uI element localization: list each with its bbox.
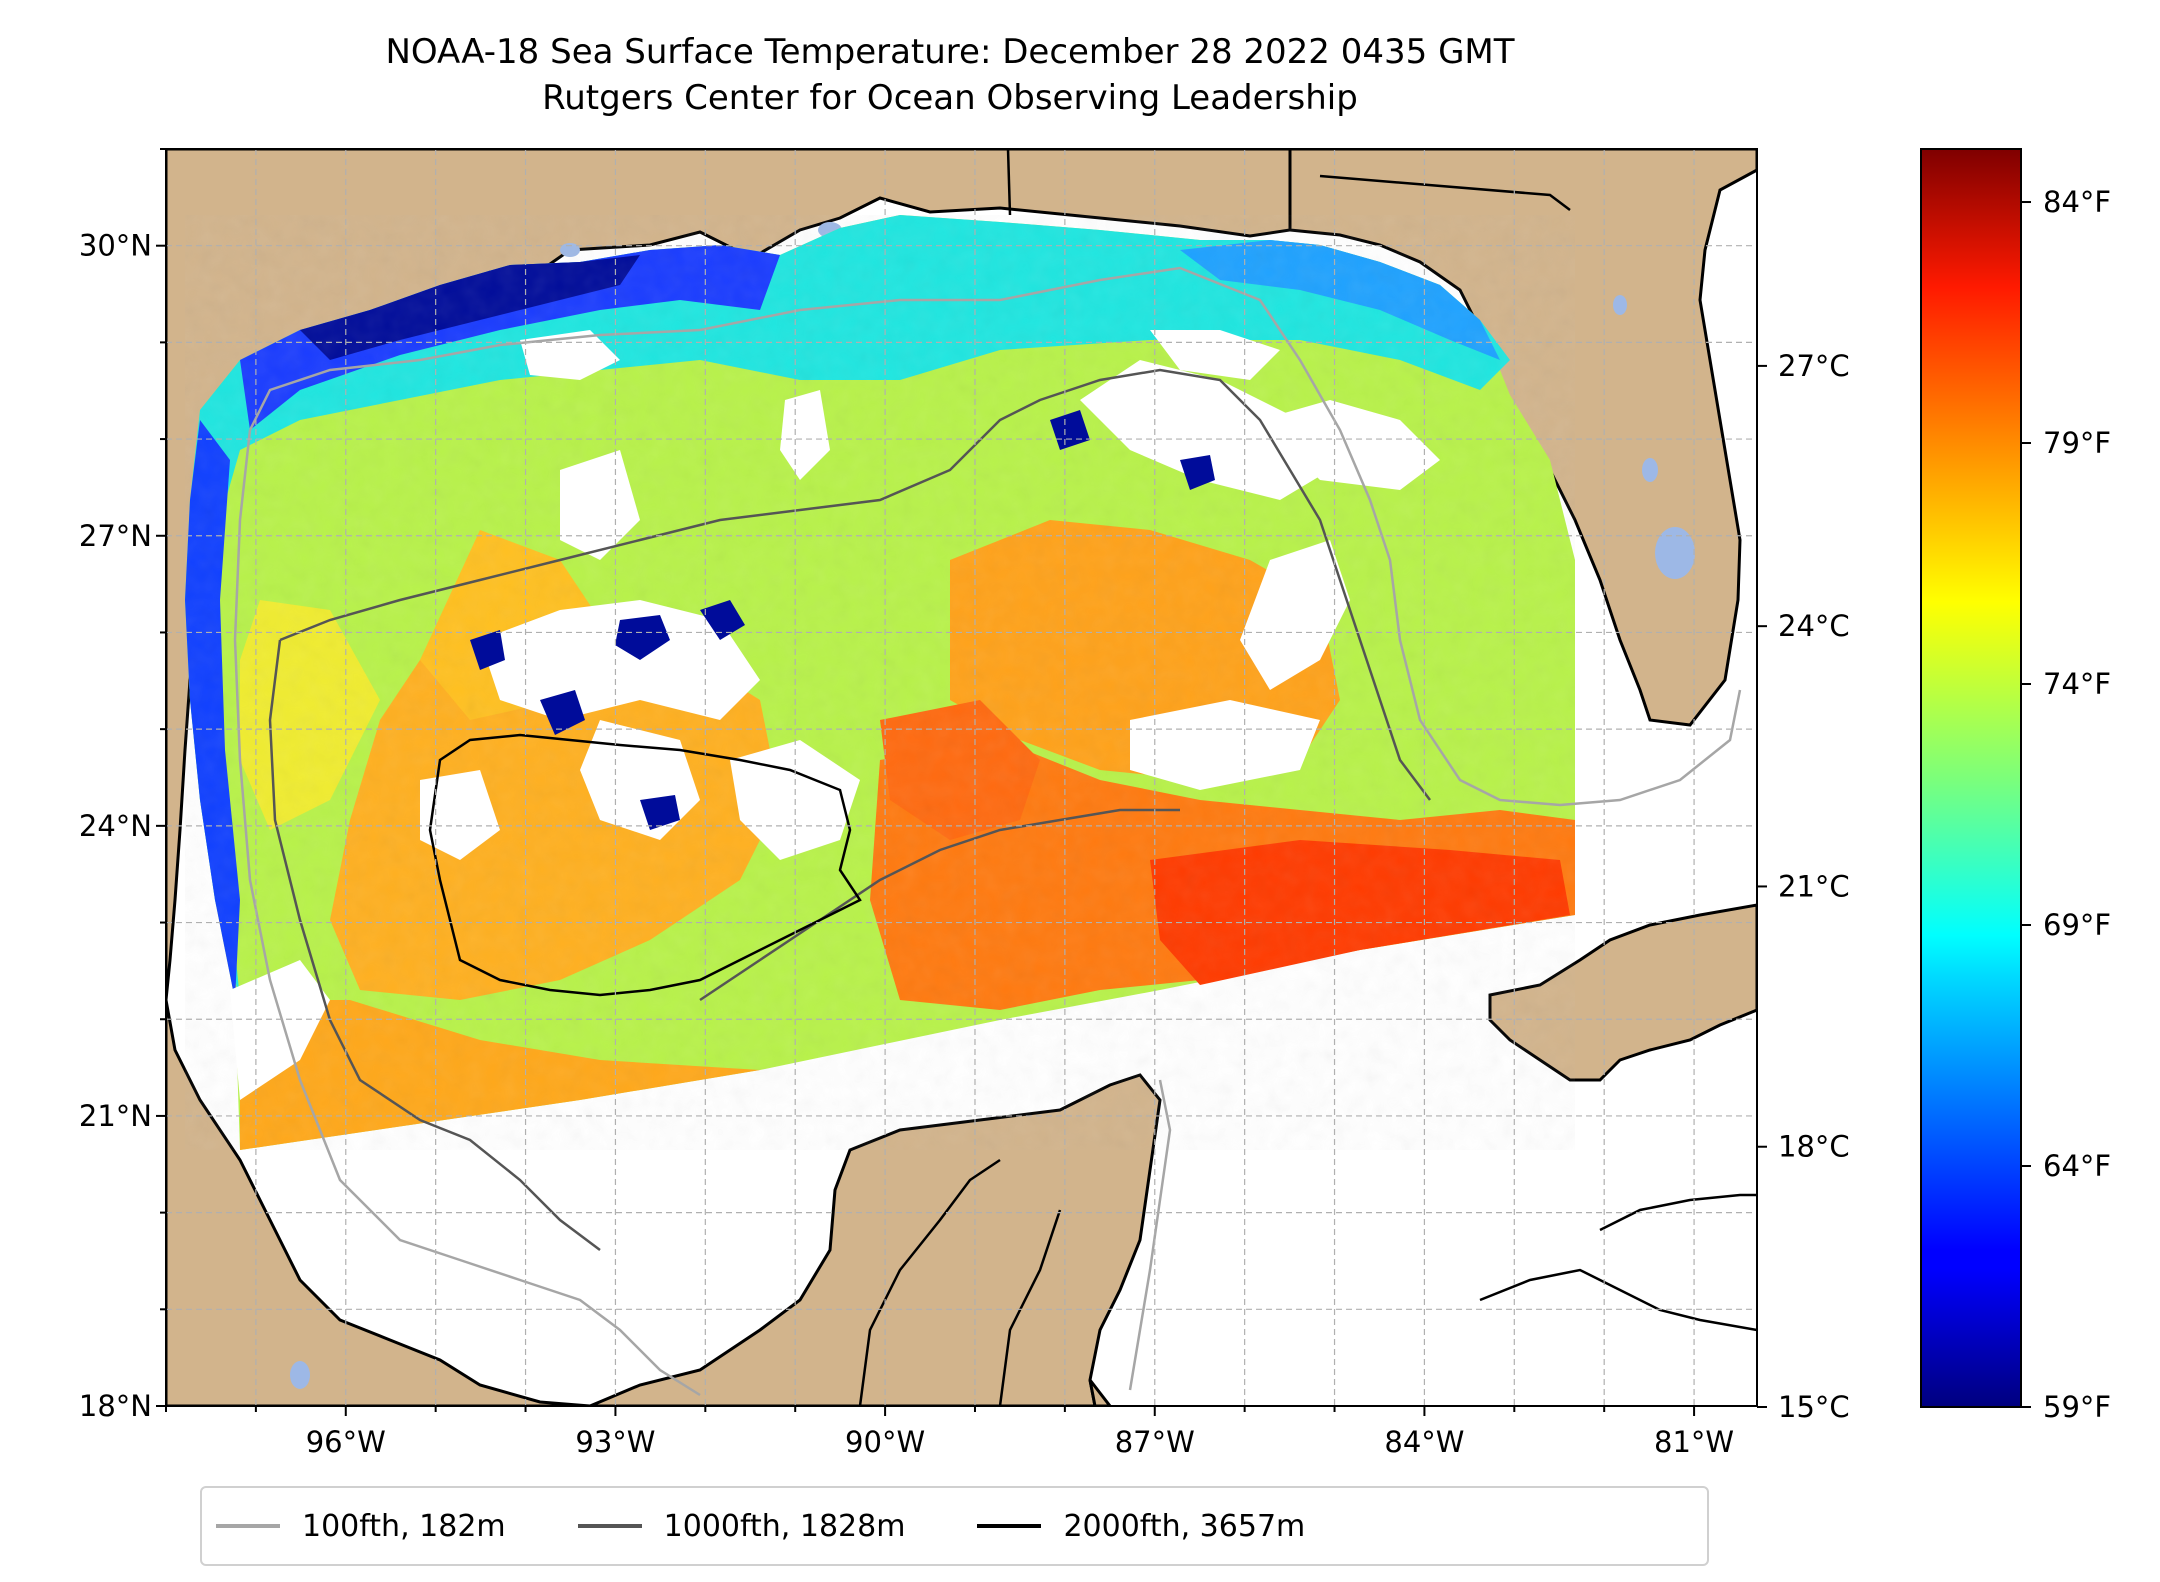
legend-label-100fth: 100fth, 182m (302, 1508, 506, 1544)
lon-tick-label: 87°W (1115, 1425, 1195, 1459)
colorbar-celsius-axis: 27°C 24°C 21°C 18°C 15°C (1757, 349, 1850, 1424)
legend-item-1000fth: 1000fth, 1828m (577, 1508, 906, 1544)
map-content (166, 149, 1757, 1406)
colorbar (1920, 148, 2022, 1408)
fahrenheit-tick-label: 64°F (2043, 1149, 2111, 1183)
lon-tick-label: 84°W (1384, 1425, 1464, 1459)
fahrenheit-tick-label: 59°F (2043, 1390, 2111, 1424)
lat-tick-label: 27°N (79, 519, 152, 553)
isobath-legend: 100fth, 182m 1000fth, 1828m 2000fth, 365… (200, 1486, 1709, 1566)
map-frame (165, 148, 1758, 1407)
fahrenheit-tick-label: 69°F (2043, 908, 2111, 942)
isobath-2000fth (428, 733, 1757, 1332)
land-florida (1288, 149, 1757, 727)
latitude-axis: 30°N 27°N 24°N 21°N 18°N (79, 148, 166, 1423)
lat-tick-label: 24°N (79, 809, 152, 843)
fahrenheit-tick-label: 79°F (2043, 426, 2111, 460)
lat-tick-label: 21°N (79, 1099, 152, 1133)
legend-label-2000fth: 2000fth, 3657m (1063, 1508, 1306, 1544)
fahrenheit-tick-label: 74°F (2043, 667, 2111, 701)
celsius-tick-label: 24°C (1778, 609, 1850, 643)
lakes (290, 222, 1695, 1389)
cloud-gaps (230, 330, 1440, 1100)
legend-item-100fth: 100fth, 182m (216, 1509, 506, 1544)
borders (858, 149, 1571, 1406)
lon-tick-label: 96°W (306, 1425, 386, 1459)
celsius-tick-label: 18°C (1778, 1130, 1850, 1164)
colorbar-fahrenheit-axis: 84°F 79°F 74°F 69°F 64°F 59°F (2021, 185, 2111, 1424)
land-yucatan (589, 1073, 1162, 1406)
lon-tick-label: 81°W (1654, 1425, 1734, 1459)
celsius-tick-label: 27°C (1778, 349, 1850, 383)
legend-swatch-2000fth (977, 1524, 1042, 1528)
legend-swatch-100fth (216, 1524, 280, 1528)
map-title: NOAA-18 Sea Surface Temperature: Decembe… (385, 32, 1515, 72)
land (166, 149, 1757, 1406)
cloud-edge-pixels (470, 410, 1215, 830)
isobath-1000fth (268, 368, 1431, 1251)
legend-swatch-1000fth (577, 1524, 642, 1528)
land-cuba (1488, 903, 1757, 1082)
lat-tick-label: 18°N (79, 1389, 152, 1423)
legend-item-2000fth: 2000fth, 3657m (977, 1509, 1305, 1544)
celsius-tick-label: 15°C (1778, 1390, 1850, 1424)
celsius-tick-label: 21°C (1778, 869, 1850, 903)
sst-swath (185, 215, 1575, 1150)
map-subtitle: Rutgers Center for Ocean Observing Leade… (542, 78, 1358, 118)
lat-tick-label: 30°N (79, 229, 152, 263)
legend-label-1000fth: 1000fth, 1828m (663, 1508, 906, 1544)
lon-tick-label: 90°W (845, 1425, 925, 1459)
lon-tick-label: 93°W (575, 1425, 655, 1459)
fahrenheit-tick-label: 84°F (2043, 185, 2111, 219)
longitude-axis: 96°W 93°W 90°W 87°W 84°W 81°W (165, 1406, 1734, 1459)
land-central-america (1088, 1379, 1112, 1406)
